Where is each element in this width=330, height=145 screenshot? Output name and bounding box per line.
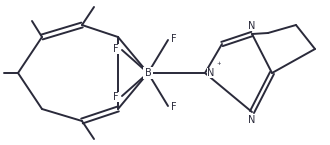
Text: F: F [113, 92, 119, 102]
Text: $^+$: $^+$ [215, 60, 222, 69]
Text: F: F [171, 34, 177, 44]
Text: B: B [145, 68, 151, 78]
Text: F: F [113, 44, 119, 54]
Text: N: N [248, 21, 256, 31]
Text: F: F [171, 102, 177, 112]
Text: N: N [207, 68, 214, 78]
Text: N: N [248, 115, 256, 125]
